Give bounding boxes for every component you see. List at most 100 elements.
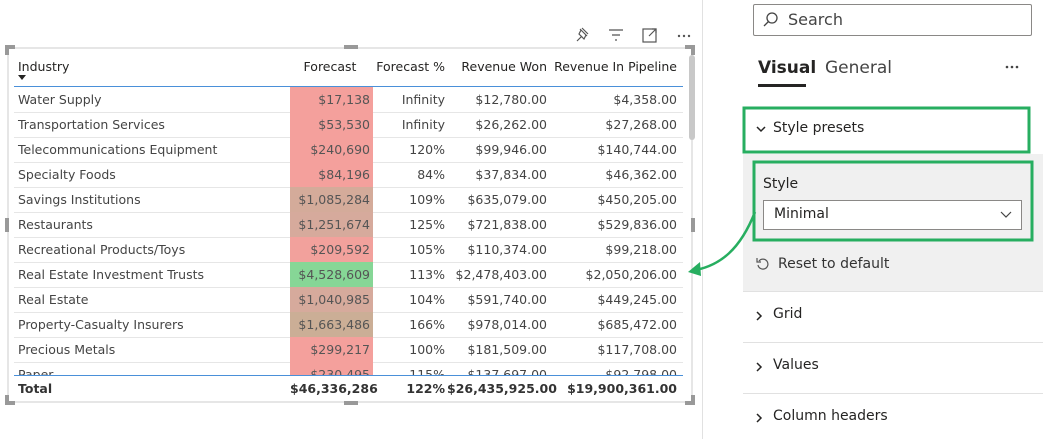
section-title: Values (773, 357, 819, 373)
table-cell: Infinity (401, 117, 445, 132)
table-cell: $2,478,403.00 (455, 267, 547, 282)
table-cell: $721,838.00 (467, 217, 547, 232)
pane-divider (702, 0, 703, 439)
table-cell: $1,663,486 (290, 312, 373, 337)
visual-header-icons[interactable] (570, 24, 695, 46)
table-cell: 113% (409, 267, 445, 282)
table-cell: $529,836.00 (597, 217, 677, 232)
row-label: Transportation Services (18, 117, 165, 132)
table-cell: 109% (409, 192, 445, 207)
tab-visual[interactable]: Visual (758, 58, 817, 78)
sort-indicator[interactable] (17, 74, 27, 82)
column-header[interactable]: Revenue Won (461, 59, 547, 74)
chevron-right (756, 311, 763, 321)
total-label: Total (18, 381, 53, 396)
row-label: Specialty Foods (18, 167, 116, 182)
tab-underline (758, 84, 806, 87)
section-title: Grid (773, 306, 803, 322)
table-cell: 125% (409, 217, 445, 232)
row-label: Telecommunications Equipment (18, 142, 218, 157)
table-cell: $449,245.00 (597, 292, 677, 307)
table-cell: $27,268.00 (605, 117, 677, 132)
reset-icon (756, 258, 769, 270)
table-cell: $17,138 (290, 87, 373, 112)
column-header[interactable]: Forecast % (376, 59, 445, 74)
row-label: Real Estate (18, 292, 89, 307)
row-label: Property-Casualty Insurers (18, 317, 184, 332)
table-cell: $181,509.00 (467, 342, 547, 357)
table-cell: Infinity (401, 92, 445, 107)
table-cell: $140,744.00 (597, 142, 677, 157)
selection-frame (5, 45, 695, 405)
table-cell: $685,472.00 (597, 317, 677, 332)
pane-section[interactable]: Column headers (743, 393, 1043, 439)
table-cell: $978,014.00 (467, 317, 547, 332)
table-cell: $12,780.00 (475, 92, 547, 107)
table-cell: $110,374.00 (467, 242, 547, 257)
row-label: Savings Institutions (18, 192, 141, 207)
header-underline (14, 86, 683, 87)
style-label: Style (763, 176, 799, 192)
total-line (14, 375, 683, 376)
row-label: Water Supply (18, 92, 102, 107)
table-cell: 115% (409, 367, 445, 375)
column-header[interactable]: Revenue In Pipeline (554, 59, 677, 74)
table-cell: $84,196 (290, 162, 373, 187)
total-cell: $46,336,286 (290, 381, 378, 396)
table-cell: $209,592 (290, 237, 373, 262)
table-cell: $230,495 (290, 362, 373, 375)
total-cell: 122% (406, 381, 445, 396)
table-cell: $117,708.00 (597, 342, 677, 357)
style-dropdown[interactable]: Minimal (763, 200, 1022, 230)
table-cell: $26,262.00 (475, 117, 547, 132)
pane-section[interactable]: Values (743, 342, 1043, 393)
table-cell: 105% (409, 242, 445, 257)
table-cell: 120% (409, 142, 445, 157)
dropdown-chevron (1000, 211, 1012, 218)
column-header[interactable]: Forecast (303, 59, 357, 74)
table-cell: $46,362.00 (605, 167, 677, 182)
table-cell: $137,697.00 (467, 367, 547, 375)
row-label: Precious Metals (18, 342, 116, 357)
table-cell: $635,079.00 (467, 192, 547, 207)
search-placeholder: Search (788, 10, 843, 29)
reset-button[interactable]: Reset to default (778, 256, 890, 272)
total-cell: $26,435,925.00 (447, 381, 557, 396)
table-cell: $1,085,284 (290, 187, 373, 212)
table-cell: $4,358.00 (613, 92, 677, 107)
table-cell: $4,528,609 (290, 262, 373, 287)
table-cell: $53,530 (290, 112, 373, 137)
total-cell: $19,900,361.00 (567, 381, 677, 396)
chevron-down (756, 126, 766, 133)
more-options[interactable] (1003, 62, 1023, 72)
presets-header[interactable]: Style presets (743, 106, 1043, 154)
table-cell: $240,690 (290, 137, 373, 162)
table-cell: 166% (409, 317, 445, 332)
table-cell: 84% (417, 167, 445, 182)
row-label: Recreational Products/Toys (18, 242, 186, 257)
row-label: Restaurants (18, 217, 93, 232)
search-box[interactable]: Search (753, 4, 1032, 36)
table-body: Water Supply $17,138 Infinity $12,780.00 $4,… (0, 87, 690, 375)
tab-general[interactable]: General (825, 58, 892, 78)
pane-section[interactable]: Grid (743, 291, 1043, 342)
row-label: Real Estate Investment Trusts (18, 267, 205, 282)
presets-title: Style presets (773, 120, 865, 136)
column-header[interactable]: Industry (18, 59, 70, 74)
table-cell: $2,050,206.00 (585, 267, 677, 282)
table-cell: $37,834.00 (475, 167, 547, 182)
chevron-right (756, 413, 763, 423)
table-cell: $1,251,674 (290, 212, 373, 237)
section-title: Column headers (773, 408, 888, 424)
table-cell: 104% (409, 292, 445, 307)
table-cell: $92,798.00 (605, 367, 677, 375)
table-cell: $99,946.00 (475, 142, 547, 157)
table-cell: $591,740.00 (467, 292, 547, 307)
style-value: Minimal (774, 206, 829, 222)
chevron-right (756, 362, 763, 372)
table-cell: 100% (409, 342, 445, 357)
search-icon (763, 12, 778, 27)
table-cell: $450,205.00 (597, 192, 677, 207)
table-cell: $299,217 (290, 337, 373, 362)
